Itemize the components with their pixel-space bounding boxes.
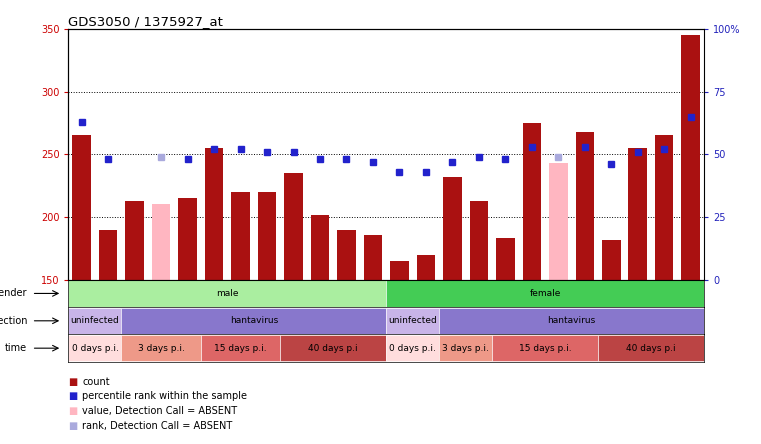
Bar [72, 135, 91, 280]
Text: GSM175443: GSM175443 [476, 282, 482, 327]
Bar [231, 192, 250, 280]
Text: GSM175449: GSM175449 [635, 282, 641, 327]
Text: hantavirus: hantavirus [547, 316, 596, 325]
Bar [152, 205, 170, 280]
Text: uninfected: uninfected [388, 316, 437, 325]
Bar [178, 198, 197, 280]
Text: GSM175447: GSM175447 [581, 282, 587, 327]
Text: ■: ■ [68, 421, 78, 431]
Bar [549, 163, 568, 280]
Text: GSM175446: GSM175446 [556, 282, 562, 327]
Text: ■: ■ [68, 406, 78, 416]
Bar [681, 35, 700, 280]
Text: GSM175445: GSM175445 [529, 282, 535, 327]
Text: hantavirus: hantavirus [230, 316, 278, 325]
Text: 40 days p.i: 40 days p.i [308, 344, 358, 353]
Bar [496, 238, 514, 280]
Bar [439, 308, 704, 334]
Text: value, Detection Call = ABSENT: value, Detection Call = ABSENT [82, 406, 237, 416]
Bar [602, 240, 620, 280]
Bar [439, 335, 492, 361]
Text: GSM175454: GSM175454 [132, 282, 138, 327]
Text: 15 days p.i.: 15 days p.i. [519, 344, 572, 353]
Text: GSM175462: GSM175462 [343, 282, 349, 327]
Bar [443, 177, 462, 280]
Bar [205, 148, 224, 280]
Text: GSM175442: GSM175442 [450, 282, 455, 327]
Text: GSM175453: GSM175453 [105, 282, 111, 327]
Text: 0 days p.i.: 0 days p.i. [389, 344, 436, 353]
Text: count: count [82, 377, 110, 387]
Text: 0 days p.i.: 0 days p.i. [72, 344, 119, 353]
Text: GSM175448: GSM175448 [608, 282, 614, 327]
Text: 15 days p.i.: 15 days p.i. [215, 344, 267, 353]
Text: uninfected: uninfected [71, 316, 119, 325]
Bar [68, 280, 386, 306]
Text: GSM175451: GSM175451 [688, 282, 694, 327]
Text: female: female [530, 289, 561, 298]
Bar [386, 308, 439, 334]
Text: percentile rank within the sample: percentile rank within the sample [82, 392, 247, 401]
Text: GSM175444: GSM175444 [502, 282, 508, 327]
Text: GSM175461: GSM175461 [317, 282, 323, 327]
Bar [99, 230, 117, 280]
Text: ■: ■ [68, 377, 78, 387]
Bar [310, 214, 330, 280]
Bar [258, 192, 276, 280]
Text: GDS3050 / 1375927_at: GDS3050 / 1375927_at [68, 15, 224, 28]
Bar [386, 335, 439, 361]
Text: gender: gender [0, 289, 27, 298]
Text: GSM175457: GSM175457 [211, 282, 217, 327]
Bar [629, 148, 647, 280]
Bar [390, 261, 409, 280]
Text: GSM175458: GSM175458 [237, 282, 244, 327]
Text: GSM175455: GSM175455 [158, 282, 164, 327]
Text: GSM175452: GSM175452 [78, 282, 84, 327]
Text: 40 days p.i: 40 days p.i [626, 344, 676, 353]
Bar [655, 135, 673, 280]
Text: GSM175450: GSM175450 [661, 282, 667, 327]
Text: time: time [5, 343, 27, 353]
Text: GSM175440: GSM175440 [396, 282, 403, 327]
Text: GSM175441: GSM175441 [423, 282, 429, 327]
Bar [280, 335, 386, 361]
Bar [417, 255, 435, 280]
Bar [122, 308, 386, 334]
Bar [122, 335, 201, 361]
Text: GSM175456: GSM175456 [185, 282, 191, 327]
Bar [598, 335, 704, 361]
Text: rank, Detection Call = ABSENT: rank, Detection Call = ABSENT [82, 421, 232, 431]
Bar [364, 234, 382, 280]
Bar [386, 280, 704, 306]
Text: male: male [216, 289, 239, 298]
Text: 3 days p.i.: 3 days p.i. [442, 344, 489, 353]
Text: GSM175463: GSM175463 [370, 282, 376, 327]
Bar [285, 173, 303, 280]
Bar [337, 230, 355, 280]
Bar [68, 335, 122, 361]
Bar [470, 201, 488, 280]
Text: ■: ■ [68, 392, 78, 401]
Bar [492, 335, 598, 361]
Bar [201, 335, 280, 361]
Bar [575, 132, 594, 280]
Bar [126, 201, 144, 280]
Text: infection: infection [0, 316, 27, 326]
Text: 3 days p.i.: 3 days p.i. [138, 344, 185, 353]
Bar [68, 308, 122, 334]
Text: GSM175460: GSM175460 [291, 282, 297, 327]
Text: GSM175459: GSM175459 [264, 282, 270, 327]
Bar [523, 123, 541, 280]
